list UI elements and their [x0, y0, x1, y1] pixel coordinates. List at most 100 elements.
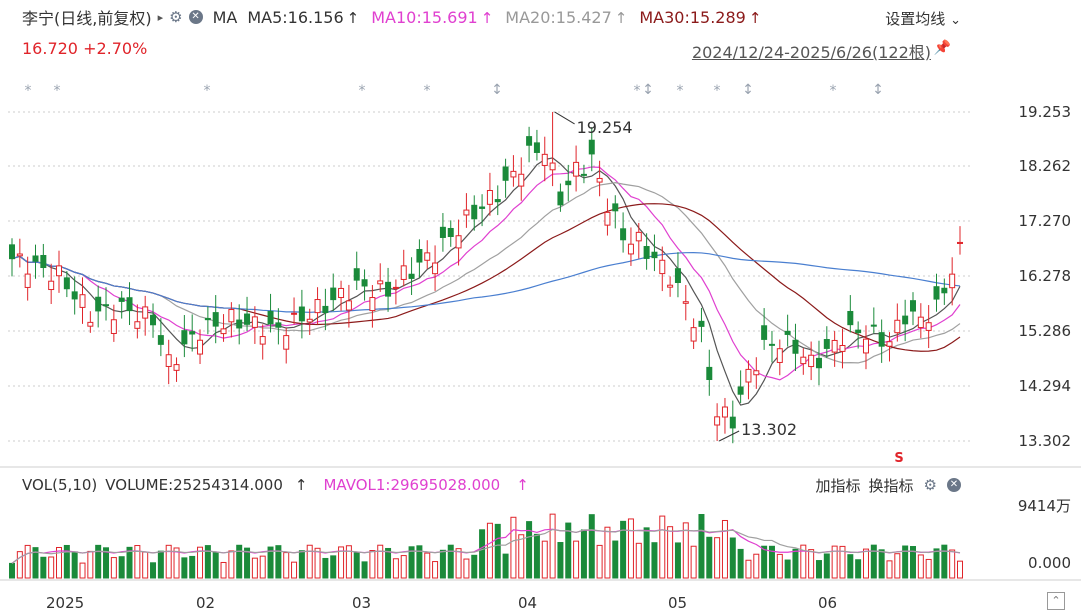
volume-bar: [455, 548, 462, 579]
volume-bar: [87, 550, 94, 579]
ma-long-line: [11, 252, 961, 313]
event-marker-star: *: [634, 83, 641, 99]
candle-body: [714, 416, 721, 426]
candle-body: [236, 319, 243, 329]
candle-body: [486, 190, 493, 205]
candle-body: [392, 286, 399, 289]
price-axis-label: 13.302: [1018, 432, 1072, 450]
volume-bar: [721, 519, 728, 579]
volume-bar: [447, 544, 454, 579]
volume-bar: [322, 557, 329, 579]
volume-bar: [298, 550, 305, 579]
volume-bar: [894, 553, 901, 579]
candle-body: [212, 312, 219, 327]
vol-label[interactable]: VOL(5,10): [22, 476, 98, 494]
candle-body: [63, 277, 70, 290]
volume-bar: [855, 559, 862, 579]
up-arrow-icon: ↑: [480, 8, 494, 27]
candle-body: [103, 304, 110, 307]
volume-bar: [189, 555, 196, 579]
expand-icon[interactable]: ▸: [157, 10, 164, 24]
volume-bar: [643, 527, 650, 579]
volume-bar: [118, 556, 125, 579]
candle-body: [800, 356, 807, 365]
gear-icon[interactable]: ⚙: [169, 8, 183, 26]
switch-indicator-button[interactable]: 换指标: [868, 476, 914, 495]
candle-body: [157, 335, 164, 345]
low-label: 13.302: [741, 420, 797, 439]
volume-bar: [502, 553, 509, 579]
volume-bar: [32, 547, 39, 579]
volume-bar: [902, 545, 909, 579]
volume-bar: [635, 542, 642, 579]
volume-bar: [228, 550, 235, 579]
volume-bar: [690, 545, 697, 579]
event-marker-star: *: [424, 83, 431, 99]
gear-icon[interactable]: ⚙: [923, 476, 937, 494]
candle-body: [306, 318, 313, 323]
candle-body: [181, 330, 188, 345]
candle-body: [784, 330, 791, 335]
candle-body: [275, 322, 282, 328]
stock-title[interactable]: 李宁(日线,前复权): [22, 9, 152, 28]
event-marker-star: *: [359, 83, 366, 99]
candle-body: [870, 324, 877, 327]
date-range[interactable]: 2024/12/24-2025/6/26(122根): [691, 43, 931, 62]
candle-body: [204, 317, 211, 321]
volume-bar: [627, 518, 634, 579]
candle-body: [9, 244, 15, 260]
candle-body: [862, 338, 869, 354]
volume-bar: [283, 552, 290, 579]
volume-bar: [737, 548, 744, 579]
volume-bar: [251, 557, 258, 579]
volume-bar: [479, 529, 486, 579]
candle-body: [471, 204, 478, 220]
volume-bar: [463, 558, 470, 579]
close-icon[interactable]: ✕: [188, 10, 203, 24]
pin-icon[interactable]: 📌: [933, 40, 951, 56]
add-indicator-button[interactable]: 加指标: [815, 476, 861, 495]
volume-bar: [338, 546, 345, 579]
scroll-toggle-icon[interactable]: ⌃: [1047, 592, 1065, 610]
volume-bar: [823, 553, 830, 579]
volume-bar: [729, 537, 736, 579]
candle-body: [40, 254, 47, 269]
candle-body: [698, 320, 705, 327]
candle-body: [667, 284, 674, 288]
candle-body: [620, 228, 627, 241]
candle-body: [494, 199, 501, 203]
volume-bar: [275, 545, 282, 579]
candle-body: [369, 297, 376, 312]
candle-body: [651, 251, 658, 259]
close-icon[interactable]: ✕: [947, 478, 961, 492]
candle-body: [479, 206, 486, 209]
volume-bar: [659, 515, 666, 579]
candle-body: [949, 273, 956, 289]
up-arrow-icon: ↑: [294, 476, 308, 494]
warning-badge: S: [894, 451, 903, 466]
volume-bar: [784, 559, 791, 579]
volume-bar: [95, 544, 102, 579]
volume-bar: [620, 520, 627, 579]
volume-bar: [714, 537, 721, 579]
candle-body: [71, 291, 78, 300]
volume-bar: [79, 562, 86, 579]
candle-body: [87, 321, 94, 327]
candle-body: [173, 364, 180, 371]
candle-body: [251, 316, 258, 328]
volume-header: VOL(5,10) VOLUME:25254314.000 ↑ MAVOL1:29…: [22, 474, 545, 496]
volume-bar: [40, 556, 47, 579]
candle-body: [909, 300, 916, 312]
volume-bar: [909, 546, 916, 579]
candle-body: [549, 162, 556, 171]
candle-body: [753, 370, 760, 376]
candle-body: [400, 265, 407, 280]
volume-bar: [808, 549, 815, 579]
candle-body: [831, 339, 838, 353]
volume-bar: [667, 526, 674, 579]
candle-body: [353, 268, 360, 281]
volume-bar: [400, 555, 407, 579]
set-ma-button[interactable]: 设置均线 ⌄: [885, 8, 961, 29]
volume-bar: [314, 547, 321, 579]
